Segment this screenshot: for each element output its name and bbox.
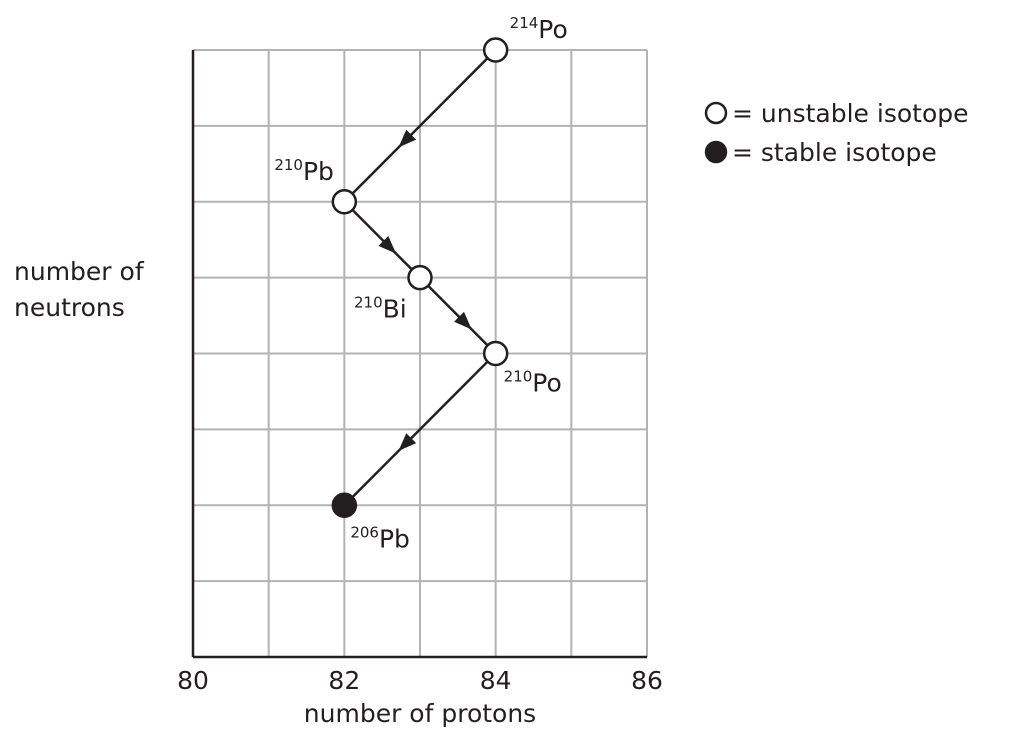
decay-arrowhead [398,433,417,451]
decay-path-bi210-po210 [419,276,497,355]
x-tick-label: 86 [631,666,663,695]
decay-arrowhead [398,129,417,148]
isotope-mass-number: 210 [274,156,303,174]
isotope-label-pb206: 206Pb [350,523,410,553]
decay-path-po214-pb210 [343,49,497,203]
x-axis-label: number of protons [304,699,536,728]
isotope-marker-pb206 [331,492,358,518]
isotope-mass-number: 210 [354,294,383,312]
isotope-marker-bi210 [407,264,433,291]
isotope-marker-po210 [482,340,509,367]
isotope-mass-number: 210 [504,368,533,386]
isotope-symbol: Bi [383,295,407,324]
decay-path-po210-pb206 [343,352,497,507]
isotope-mass-number: 206 [350,523,379,541]
isotope-symbol: Po [532,369,561,398]
legend-filled-circle-icon [704,140,728,164]
x-tick-label: 84 [480,666,512,695]
x-tick-label: 80 [177,666,209,695]
isotope-mass-number: 214 [510,14,539,32]
decay-path-pb210-bi210 [343,200,421,279]
grid [192,49,648,658]
decay-arrowhead [378,235,397,254]
legend: = unstable isotope = stable isotope [704,99,969,167]
isotope-marker-pb210 [331,189,358,215]
x-tick-label: 82 [328,666,360,695]
decay-arrowhead [454,311,472,330]
y-axis-label-line-1: number of [14,257,145,286]
isotope-label-pb210: 210Pb [274,156,334,186]
isotope-marker-po214 [482,37,509,63]
y-axis-label-line-2: neutrons [14,293,125,322]
isotope-label-po210: 210Po [504,368,562,398]
legend-label: = unstable isotope [732,99,969,128]
isotope-label-bi210: 210Bi [354,294,407,324]
isotope-symbol: Po [538,15,567,44]
decay-paths [343,49,497,507]
isotope-markers [331,37,509,518]
legend-label: = stable isotope [732,138,937,167]
isotope-symbol: Pb [303,157,334,186]
isotope-label-po214: 214Po [510,14,568,44]
axes: 80 82 84 86 [177,50,663,695]
legend-open-circle-icon [704,101,728,125]
isotope-symbol: Pb [379,524,410,553]
y-axis-label: number of neutrons [14,257,152,322]
